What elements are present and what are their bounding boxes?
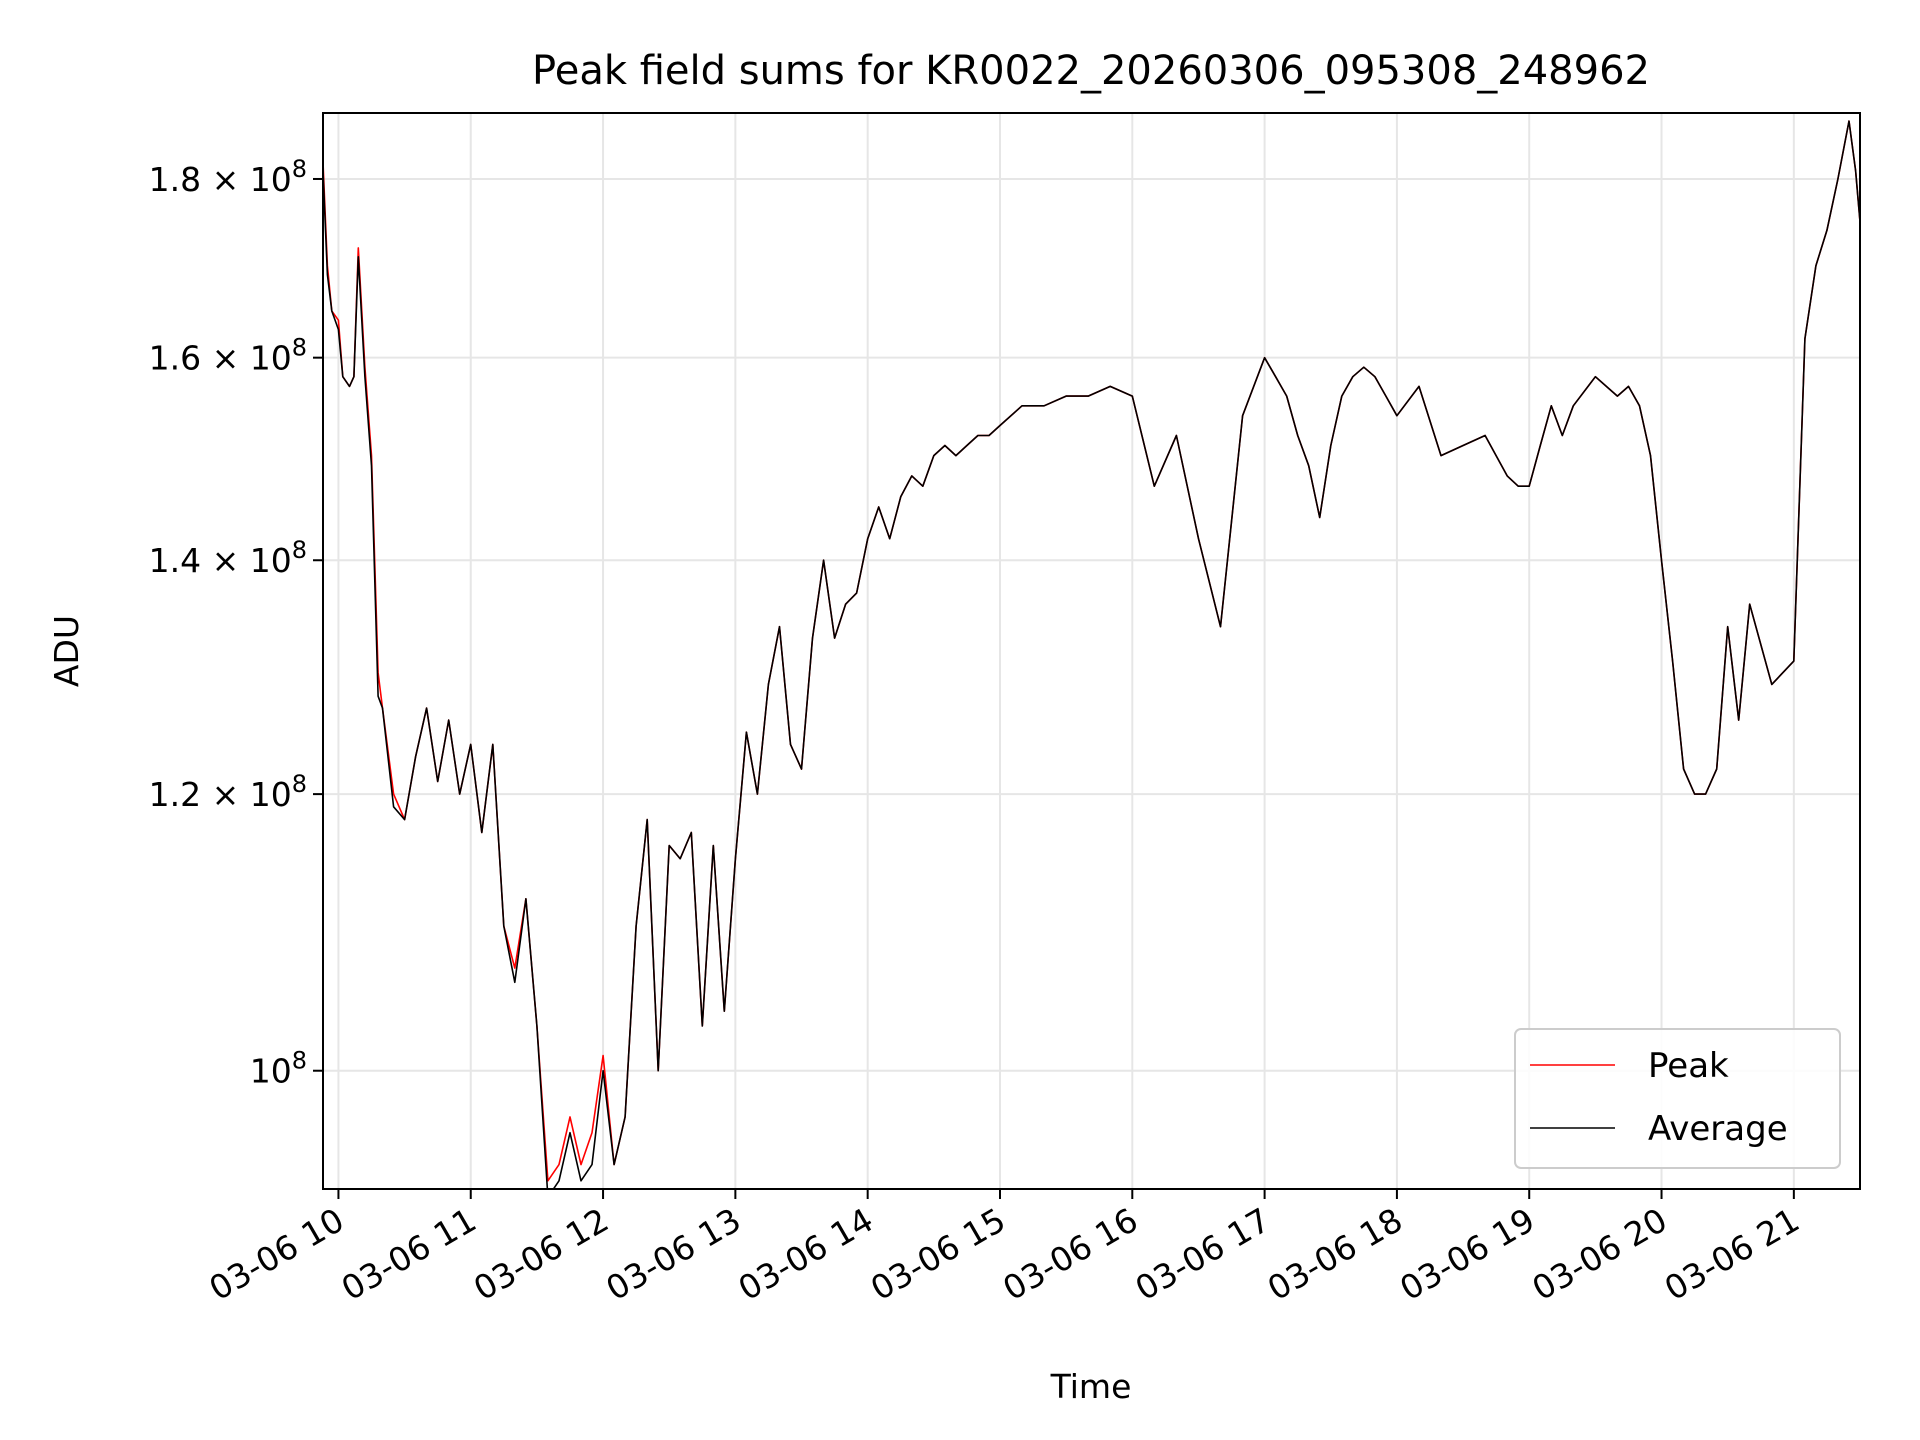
legend-label-peak: Peak — [1648, 1046, 1729, 1086]
y-tick-base: 10 — [250, 775, 292, 814]
grid — [323, 113, 1860, 1189]
y-tick-base: 10 — [250, 339, 292, 378]
y-tick-exponent: 8 — [292, 155, 307, 183]
x-axis-title: Time — [1050, 1367, 1132, 1406]
y-tick-exponent: 8 — [292, 536, 307, 564]
y-tick-label: 1.8 × 108 — [149, 155, 307, 199]
legend: Peak Average — [1514, 1028, 1841, 1169]
y-tick-mantissa: 1.2 — [149, 775, 201, 814]
legend-label-average: Average — [1648, 1109, 1788, 1149]
y-tick-base: 10 — [250, 541, 292, 580]
y-tick-exponent: 8 — [292, 770, 307, 798]
series-line-average — [323, 120, 1860, 1189]
plot-lines — [323, 120, 1860, 1189]
y-tick-mantissa: 1.8 — [149, 160, 201, 199]
y-tick-mantissa: 1.4 — [149, 541, 201, 580]
legend-box — [1514, 1028, 1841, 1169]
y-tick-label: 1.4 × 108 — [149, 536, 307, 580]
y-tick-base: 10 — [250, 1052, 292, 1091]
y-tick-label: 108 — [250, 1047, 307, 1091]
y-tick-label: 1.2 × 108 — [149, 770, 307, 814]
y-tick-exponent: 8 — [292, 334, 307, 362]
plot-frame — [322, 112, 1861, 1190]
y-tick-exponent: 8 — [292, 1047, 307, 1075]
y-tick-label: 1.6 × 108 — [149, 334, 307, 378]
chart-title: Peak field sums for KR0022_20260306_0953… — [532, 48, 1650, 94]
y-tick-mantissa: 1.6 — [149, 339, 201, 378]
y-tick-base: 10 — [250, 160, 292, 199]
y-axis-title: ADU — [47, 615, 86, 687]
